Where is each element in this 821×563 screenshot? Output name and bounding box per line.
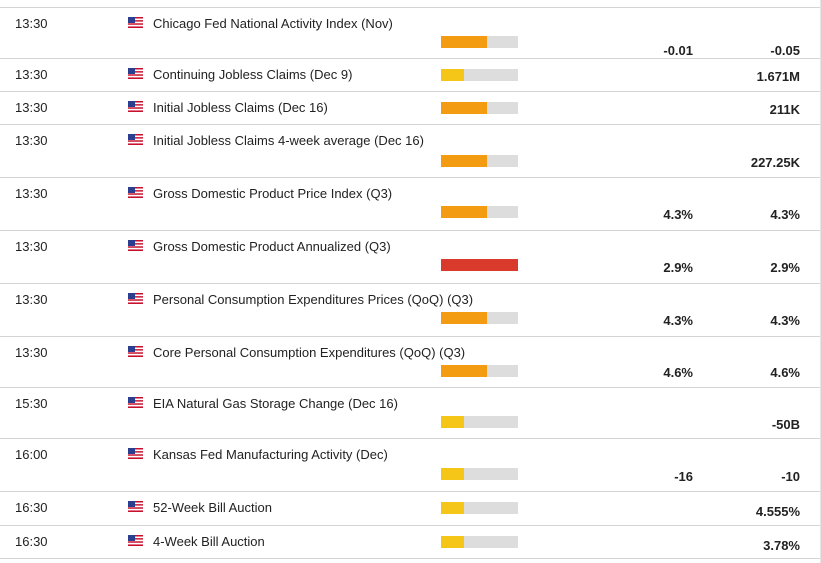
impact-meter-fill	[441, 312, 487, 324]
impact-meter	[441, 312, 518, 324]
impact-meter	[441, 102, 518, 114]
previous-value: -50B	[771, 417, 800, 432]
event-name[interactable]: Chicago Fed National Activity Index (Nov…	[153, 16, 393, 31]
event-time: 15:30	[15, 396, 48, 411]
event-row[interactable]: 13:30 Initial Jobless Claims (Dec 16) 211K	[0, 92, 821, 125]
event-name[interactable]: Continuing Jobless Claims (Dec 9)	[153, 67, 353, 82]
impact-meter	[441, 468, 518, 480]
impact-meter	[441, 259, 518, 271]
us-flag-icon	[128, 187, 143, 198]
impact-meter	[441, 69, 518, 81]
impact-meter-fill	[441, 155, 487, 167]
us-flag-icon	[128, 293, 143, 304]
impact-meter-fill	[441, 536, 464, 548]
event-row[interactable]: 15:30 EIA Natural Gas Storage Change (Dec…	[0, 388, 821, 439]
us-flag-icon	[128, 68, 143, 79]
consensus-value: -0.01	[663, 43, 693, 58]
previous-value: 4.6%	[770, 365, 800, 380]
event-name[interactable]: 4-Week Bill Auction	[153, 534, 265, 549]
us-flag-icon	[128, 535, 143, 546]
event-row[interactable]: 13:30 Personal Consumption Expenditures P…	[0, 284, 821, 337]
previous-value: -0.05	[770, 43, 800, 58]
event-name[interactable]: 52-Week Bill Auction	[153, 500, 272, 515]
event-time: 13:30	[15, 186, 48, 201]
us-flag-icon	[128, 501, 143, 512]
event-time: 13:30	[15, 67, 48, 82]
impact-meter	[441, 502, 518, 514]
previous-value: 227.25K	[750, 155, 800, 170]
us-flag-icon	[128, 101, 143, 112]
event-time: 13:30	[15, 100, 48, 115]
event-name[interactable]: Gross Domestic Product Annualized (Q3)	[153, 239, 391, 254]
impact-meter	[441, 36, 518, 48]
previous-value: 4.3%	[770, 313, 800, 328]
consensus-value: 4.3%	[663, 207, 693, 222]
event-time: 13:30	[15, 133, 48, 148]
impact-meter	[441, 155, 518, 167]
impact-meter-fill	[441, 36, 487, 48]
event-name[interactable]: Initial Jobless Claims (Dec 16)	[153, 100, 328, 115]
impact-meter	[441, 416, 518, 428]
event-time: 13:30	[15, 292, 48, 307]
previous-value: 211K	[769, 102, 800, 117]
event-time: 16:00	[15, 447, 48, 462]
event-name[interactable]: EIA Natural Gas Storage Change (Dec 16)	[153, 396, 398, 411]
consensus-value: 4.6%	[663, 365, 693, 380]
event-time: 13:30	[15, 345, 48, 360]
event-name[interactable]: Personal Consumption Expenditures Prices…	[153, 292, 474, 307]
us-flag-icon	[128, 240, 143, 251]
event-time: 16:30	[15, 500, 48, 515]
impact-meter-fill	[441, 259, 518, 271]
impact-meter	[441, 365, 518, 377]
event-name[interactable]: Kansas Fed Manufacturing Activity (Dec)	[153, 447, 388, 462]
previous-value: -10	[781, 469, 800, 484]
us-flag-icon	[128, 346, 143, 357]
event-row[interactable]: 13:30 Gross Domestic Product Price Index …	[0, 178, 821, 231]
impact-meter-fill	[441, 206, 487, 218]
previous-value: 1.671M	[756, 69, 800, 84]
event-row[interactable]: 13:30 Core Personal Consumption Expenditu…	[0, 337, 821, 388]
consensus-value: -16	[674, 469, 693, 484]
event-row[interactable]: 13:30 Gross Domestic Product Annualized (…	[0, 231, 821, 284]
event-time: 16:30	[15, 534, 48, 549]
event-name[interactable]: Initial Jobless Claims 4-week average (D…	[153, 133, 424, 148]
event-row[interactable]: 13:30 Continuing Jobless Claims (Dec 9) 1.…	[0, 59, 821, 92]
impact-meter-fill	[441, 468, 464, 480]
impact-meter	[441, 206, 518, 218]
event-name[interactable]: Gross Domestic Product Price Index (Q3)	[153, 186, 393, 201]
consensus-value: 4.3%	[663, 313, 693, 328]
previous-value: 4.555%	[755, 504, 800, 519]
us-flag-icon	[128, 17, 143, 28]
previous-value: 2.9%	[770, 260, 800, 275]
impact-meter-fill	[441, 102, 487, 114]
previous-value: 3.78%	[763, 538, 800, 553]
previous-value: 4.3%	[770, 207, 800, 222]
event-row[interactable]: 16:00 Kansas Fed Manufacturing Activity (…	[0, 439, 821, 492]
event-row[interactable]: 13:30 Initial Jobless Claims 4-week avera…	[0, 125, 821, 178]
event-row[interactable]: 13:30 Chicago Fed National Activity Index…	[0, 7, 821, 59]
event-row[interactable]: 16:30 52-Week Bill Auction 4.555%	[0, 492, 821, 526]
event-time: 13:30	[15, 16, 48, 31]
impact-meter-fill	[441, 502, 464, 514]
us-flag-icon	[128, 397, 143, 408]
consensus-value: 2.9%	[663, 260, 693, 275]
event-name[interactable]: Core Personal Consumption Expenditures (…	[153, 345, 466, 360]
event-time: 13:30	[15, 239, 48, 254]
impact-meter-fill	[441, 365, 487, 377]
event-row[interactable]: 16:30 4-Week Bill Auction 3.78%	[0, 526, 821, 559]
us-flag-icon	[128, 134, 143, 145]
impact-meter-fill	[441, 69, 464, 81]
us-flag-icon	[128, 448, 143, 459]
impact-meter-fill	[441, 416, 464, 428]
impact-meter	[441, 536, 518, 548]
